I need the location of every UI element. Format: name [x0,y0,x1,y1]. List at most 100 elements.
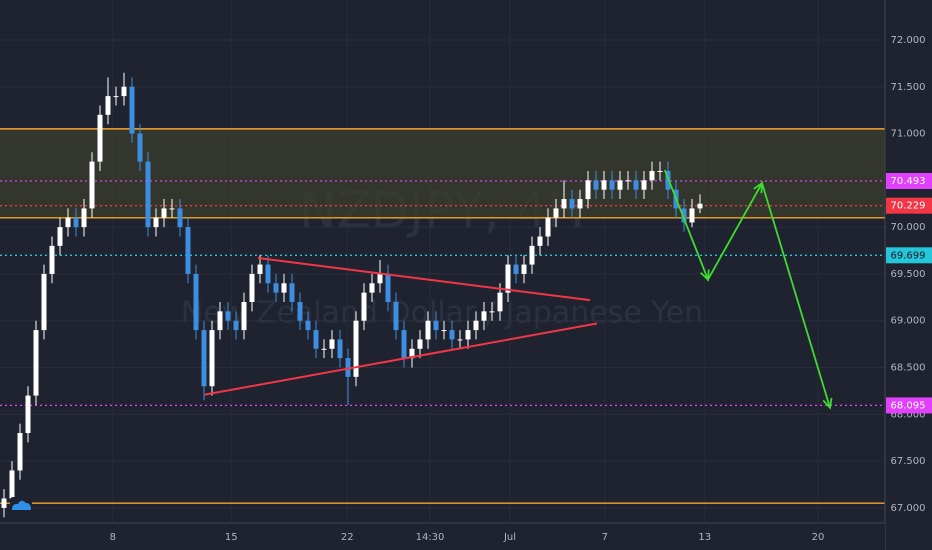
x-tick-label: 7 [602,532,608,543]
arrow-head [700,269,710,282]
candle-body [641,180,647,190]
candle-body [609,180,615,190]
candle-body [497,292,503,312]
candle-body [409,348,415,359]
candle-body [169,208,175,210]
arrow-head [822,397,833,410]
candle-body [417,339,423,349]
candle-body [249,273,255,302]
candle-body [33,330,39,396]
level-label: 68.095 [891,400,926,411]
candle-body [473,320,479,331]
candle-body [105,96,111,115]
candle-body [129,86,135,134]
x-tick-label: 8 [110,532,116,543]
candle-body [353,320,359,377]
candle-body [145,161,151,228]
candle-body [345,358,351,377]
candle-body [689,208,695,223]
candle-body [465,330,471,340]
x-tick-label: 14:30 [416,532,445,543]
candle-body [489,311,495,313]
candle-body [521,264,527,274]
trendline [204,322,597,396]
candle-body [449,330,455,340]
y-tick-label: 68.000 [891,409,926,420]
candle-body [89,161,95,209]
candle-body [297,301,303,321]
y-tick-label: 71.500 [891,82,926,93]
candle-body [625,180,631,182]
level-label-bg [886,397,932,414]
candle-body [545,217,551,237]
candle-body [17,433,23,471]
candle-body [97,114,103,162]
candle-body [49,245,55,274]
candle-body [377,273,383,284]
candle-body [513,264,519,274]
candle-body [681,208,687,223]
candle-body [425,320,431,340]
candle-body [233,320,239,331]
candle-body [57,227,63,246]
candle-body [321,348,327,350]
drawings-layer [204,169,833,410]
candle-body [601,180,607,190]
candle-body [65,217,71,228]
forecast-path [663,169,831,409]
candle-body [657,170,663,172]
price-axis [885,0,932,550]
candle-body [177,208,183,228]
zone-layer [0,128,885,218]
candle-body [649,170,655,181]
candle-body [73,217,79,228]
candle-body [193,273,199,331]
candle-body [289,283,295,302]
candle-body [153,217,159,228]
candle-body [209,330,215,387]
y-tick-label: 68.500 [891,363,926,374]
candle-body [481,311,487,321]
candle-body [201,330,207,387]
candle-body [217,311,223,331]
candles-layer [1,72,703,518]
y-tick-label: 71.000 [891,129,926,140]
watermark-description: New Zealand Dollar / Japanese Yen [181,296,703,331]
trendline [257,257,591,302]
candle-body [9,470,15,499]
candle-body [593,180,599,190]
time-axis [0,523,885,550]
candle-body [553,208,559,218]
level-label-bg [886,197,932,214]
candle-body [433,320,439,331]
candle-body [305,320,311,331]
candle-body [561,199,567,209]
y-tick-label: 69.500 [891,269,926,280]
y-tick-label: 67.500 [891,456,926,467]
candle-body [265,264,271,284]
candle-body [257,264,263,274]
candle-body [329,339,335,349]
candle-body [225,311,231,321]
candle-body [569,199,575,209]
candle-body [113,96,119,98]
level-label: 70.493 [891,176,926,187]
y-tick-label: 67.000 [891,503,926,514]
x-tick-label: 22 [341,532,354,543]
candle-body [617,180,623,190]
level-label-bg [886,247,932,264]
candle-body [385,273,391,302]
candle-body [529,245,535,265]
candle-body [401,330,407,359]
candle-body [505,264,511,293]
candle-body [577,199,583,209]
candle-body [441,330,447,332]
y-tick-label: 72.000 [891,35,926,46]
logo [10,497,32,513]
candle-body [369,283,375,293]
y-tick-label: 69.000 [891,316,926,327]
candle-body [241,301,247,331]
grid [0,0,885,523]
candle-body [361,292,367,321]
